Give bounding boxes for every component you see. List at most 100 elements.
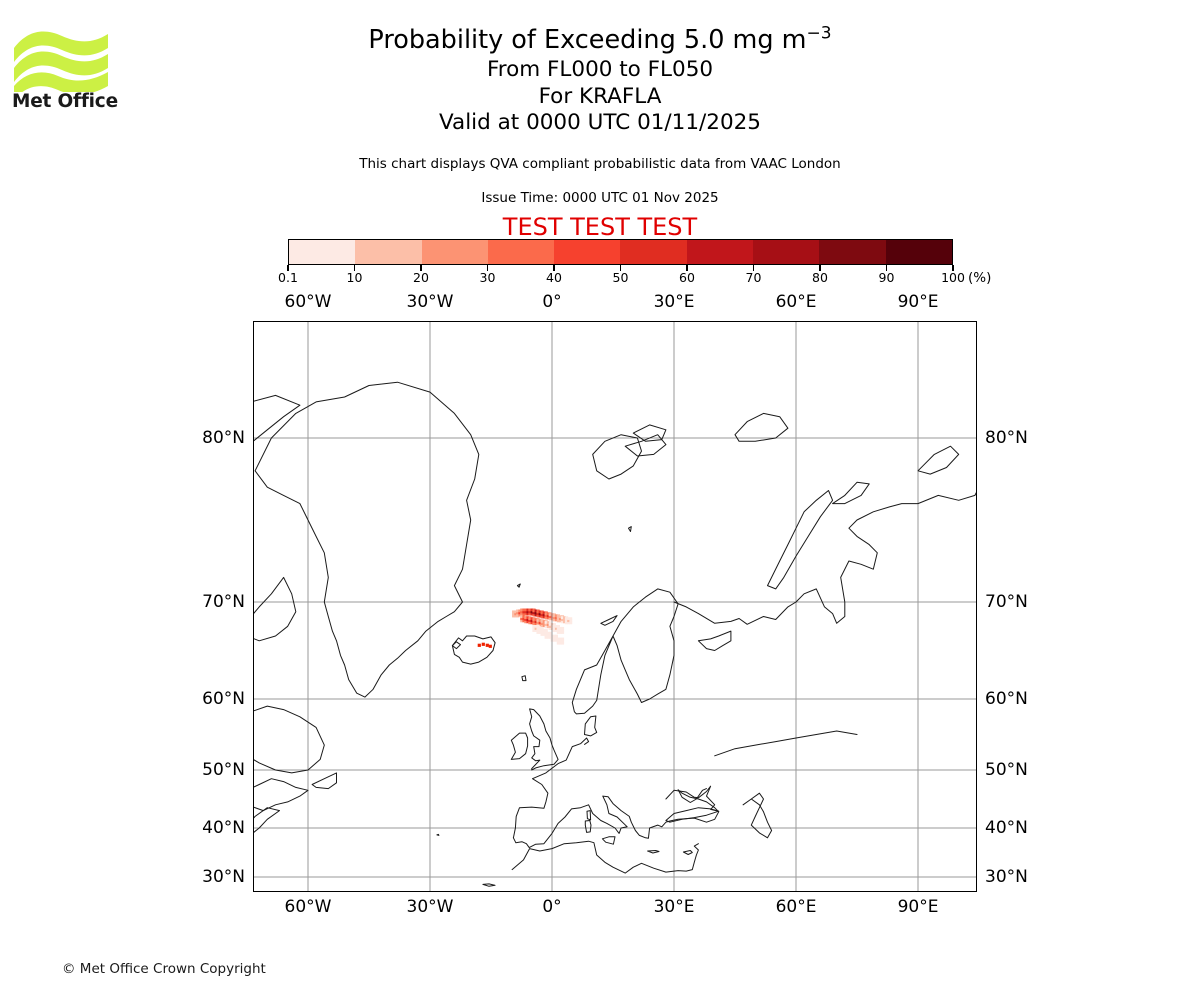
plume-cell — [522, 617, 526, 621]
colorbar-segment-2 — [421, 240, 488, 264]
coastline-newfoundland — [311, 772, 337, 790]
plume-cell — [544, 612, 548, 616]
plume-cell — [526, 612, 530, 616]
map-gridlines — [254, 322, 976, 891]
plume-cell — [526, 610, 530, 614]
map-panel[interactable] — [253, 321, 977, 892]
plume-cell — [526, 620, 530, 624]
coastline-iceland-nw — [451, 641, 461, 650]
plume-cell — [532, 629, 536, 632]
plume-cell — [559, 617, 562, 621]
plume-cell — [532, 618, 536, 621]
plume-cell — [532, 624, 536, 628]
colorbar-tick-6 — [686, 265, 688, 271]
page-title: Probability of Exceeding 5.0 mg m−3 — [0, 24, 1200, 57]
colorbar-tick-label-4: 40 — [546, 270, 562, 285]
coastline-corsica — [586, 810, 592, 821]
plume-cell — [518, 611, 522, 615]
coastline-baffin-ne — [254, 576, 297, 642]
colorbar-tick-label-0: 0.1 — [278, 270, 298, 285]
plume-cell — [569, 619, 573, 623]
coastline-crete — [647, 850, 660, 854]
colorbar-tick-4 — [553, 265, 555, 271]
coastline-bear — [628, 526, 632, 532]
colorbar-tick-label-7: 70 — [745, 270, 762, 285]
plume-cell — [512, 614, 515, 618]
colorbar-ticks — [287, 265, 954, 273]
plume-cell — [552, 634, 556, 638]
plume-cell — [522, 612, 526, 616]
plume-cell — [569, 621, 573, 625]
plume-cell — [563, 618, 566, 622]
plume-cell — [520, 610, 524, 614]
plume-cell — [569, 617, 573, 620]
plume-cell — [536, 614, 540, 618]
plume-cell — [555, 638, 558, 642]
plume-cell — [557, 624, 561, 628]
plume-cell — [536, 619, 540, 622]
plume-cell — [524, 616, 528, 619]
plume-cell — [534, 609, 538, 613]
coastline-nordaustlandet — [632, 424, 667, 442]
colorbar-gradient — [288, 239, 953, 265]
coastline-britain — [529, 708, 559, 771]
plume-cell — [561, 641, 565, 645]
plume-cell — [556, 641, 560, 645]
lat-label-right-4: 40°N — [985, 818, 1028, 838]
colorbar-tick-label-9: 90 — [878, 270, 895, 285]
coastline-svalbard — [592, 434, 642, 480]
plume-cell — [538, 619, 542, 622]
plume-cell — [530, 610, 534, 614]
colorbar-tick-1 — [353, 265, 356, 271]
plume-cell — [540, 624, 544, 628]
colorbar-tick-label-3: 30 — [479, 270, 496, 285]
plume-cell — [567, 621, 570, 625]
page-title-exponent: −3 — [806, 23, 832, 44]
plume-cell — [528, 621, 532, 625]
volcano-name: For KRAFLA — [538, 83, 662, 109]
coastline-cyprus — [682, 850, 693, 855]
lat-label-left-0: 80°N — [202, 428, 245, 448]
coastline-caspian — [742, 792, 773, 839]
coastline-greenland — [254, 381, 480, 698]
plume-cell — [542, 620, 546, 623]
plume-cell — [546, 621, 550, 624]
logo-wave-3 — [14, 72, 108, 92]
plume-cell — [561, 631, 565, 634]
plume-cell — [546, 625, 550, 629]
plume-cell — [561, 626, 565, 630]
plume-cell — [538, 610, 542, 614]
plume-cell — [567, 619, 570, 623]
plume-cell — [544, 621, 548, 624]
plume-cell — [540, 622, 544, 625]
plume-cell — [538, 626, 542, 630]
coastline-black-sea-n — [665, 785, 720, 812]
lat-label-left-5: 30°N — [202, 867, 245, 887]
colorbar-tick-labels: 0.1 10 20 30 40 50 60 70 80 90 100 — [278, 270, 965, 286]
plume-cell — [530, 621, 534, 625]
valid-time: Valid at 0000 UTC 01/11/2025 — [438, 110, 761, 135]
plume-cell — [552, 638, 556, 642]
plume-cell — [536, 621, 540, 625]
plume-cell — [524, 620, 528, 624]
lon-label-top-4: 60°E — [775, 292, 817, 312]
plume-cell — [556, 617, 560, 621]
plume-cell — [528, 610, 532, 614]
volcano-marker-cell — [477, 643, 481, 647]
colorbar-segment-0 — [289, 240, 356, 264]
plume-cell — [554, 627, 558, 630]
plume-cell — [516, 611, 519, 615]
plume-cell — [536, 623, 540, 627]
plume-cell — [536, 626, 540, 630]
plume-cell — [549, 633, 552, 637]
met-office-logo-text: Met Office — [12, 91, 118, 112]
coastline-azores — [436, 833, 440, 836]
lon-label-bottom-4: 60°E — [775, 897, 817, 917]
colorbar-tick-10 — [952, 265, 954, 271]
plume-cell — [549, 631, 552, 635]
plume-cell — [553, 623, 556, 626]
plume-cell — [559, 615, 562, 619]
plume-cell — [518, 613, 522, 617]
plume-cell — [538, 631, 542, 634]
copyright-notice: © Met Office Crown Copyright — [62, 961, 266, 977]
